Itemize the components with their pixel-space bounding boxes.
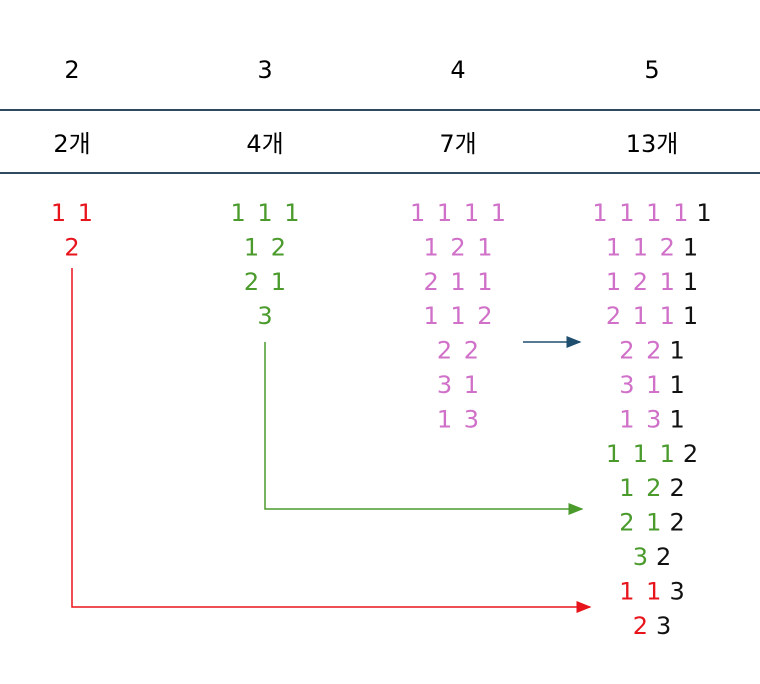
column-n: 2 <box>64 56 79 84</box>
column-count: 13개 <box>626 130 679 158</box>
sequence-prefix: 3 <box>633 543 648 571</box>
column-n: 3 <box>257 56 272 84</box>
sequence: 3 1 <box>437 371 479 399</box>
sequence: 1 1 1 2 <box>606 440 698 468</box>
sequence: 1 2 <box>244 233 286 261</box>
sequence: 3 1 1 <box>619 371 684 399</box>
sequence: 1 2 2 <box>619 474 684 502</box>
sequence-prefix: 1 1 2 <box>423 302 492 330</box>
sequence-prefix: 1 2 <box>619 474 661 502</box>
sequence: 1 1 1 1 1 <box>592 199 711 227</box>
column-count: 7개 <box>439 130 476 158</box>
sequence: 2 1 1 <box>423 268 492 296</box>
sequence-suffix: 1 <box>683 268 698 296</box>
sequence: 2 <box>64 233 79 261</box>
sequence-suffix: 2 <box>683 440 698 468</box>
sequence: 1 3 <box>437 405 479 433</box>
sequence-prefix: 3 <box>257 302 272 330</box>
sequence-prefix: 2 <box>64 233 79 261</box>
column-count: 2개 <box>53 130 90 158</box>
column-n: 5 <box>644 56 659 84</box>
sequence-prefix: 1 1 1 <box>230 199 299 227</box>
sequence-prefix: 2 1 <box>244 268 286 296</box>
sequence-suffix: 2 <box>669 474 684 502</box>
sequence-prefix: 2 1 1 <box>606 302 675 330</box>
sequence-prefix: 1 1 1 <box>606 440 675 468</box>
sequence: 1 1 <box>51 199 93 227</box>
sequence: 1 1 2 1 <box>606 233 698 261</box>
sequence: 1 1 2 <box>423 302 492 330</box>
sequence-prefix: 1 1 <box>619 577 661 605</box>
sequence-suffix: 2 <box>669 509 684 537</box>
sequence-suffix: 2 <box>656 543 671 571</box>
sequence-prefix: 2 2 <box>619 337 661 365</box>
column-count: 4개 <box>246 130 283 158</box>
sequence: 2 2 1 <box>619 337 684 365</box>
sequence-prefix: 1 2 <box>244 233 286 261</box>
sequence-prefix: 1 1 2 <box>606 233 675 261</box>
sequence-suffix: 1 <box>683 302 698 330</box>
sequence-prefix: 2 1 1 <box>423 268 492 296</box>
sequence-prefix: 1 3 <box>619 405 661 433</box>
sequence: 1 1 1 1 <box>410 199 506 227</box>
sequence-prefix: 3 1 <box>619 371 661 399</box>
sequence-prefix: 1 1 1 1 <box>410 199 506 227</box>
sequence: 2 2 <box>437 337 479 365</box>
sequence: 2 1 1 1 <box>606 302 698 330</box>
arrow <box>71 268 592 613</box>
sequence-suffix: 1 <box>683 233 698 261</box>
sequence-prefix: 3 1 <box>437 371 479 399</box>
sequence-prefix: 1 1 1 1 <box>592 199 688 227</box>
sequence: 2 1 <box>244 268 286 296</box>
sequence-prefix: 2 <box>633 612 648 640</box>
sequence-prefix: 2 2 <box>437 337 479 365</box>
sequence-suffix: 1 <box>669 337 684 365</box>
arrow <box>264 342 584 515</box>
column-n: 4 <box>450 56 465 84</box>
sequence: 1 2 1 1 <box>606 268 698 296</box>
sequence-prefix: 1 3 <box>437 405 479 433</box>
sequence-suffix: 1 <box>669 371 684 399</box>
sequence-prefix: 1 2 1 <box>423 233 492 261</box>
sequence-prefix: 1 1 <box>51 199 93 227</box>
sequence: 1 3 1 <box>619 405 684 433</box>
sequence: 3 <box>257 302 272 330</box>
sequence-suffix: 3 <box>669 577 684 605</box>
sequence-suffix: 1 <box>696 199 711 227</box>
sequence: 1 1 3 <box>619 577 684 605</box>
sequence-prefix: 1 2 1 <box>606 268 675 296</box>
sequence-suffix: 1 <box>669 405 684 433</box>
sequence: 1 2 1 <box>423 233 492 261</box>
sequence-suffix: 3 <box>656 612 671 640</box>
sequence: 1 1 1 <box>230 199 299 227</box>
sequence-prefix: 2 1 <box>619 509 661 537</box>
sequence: 2 1 2 <box>619 509 684 537</box>
